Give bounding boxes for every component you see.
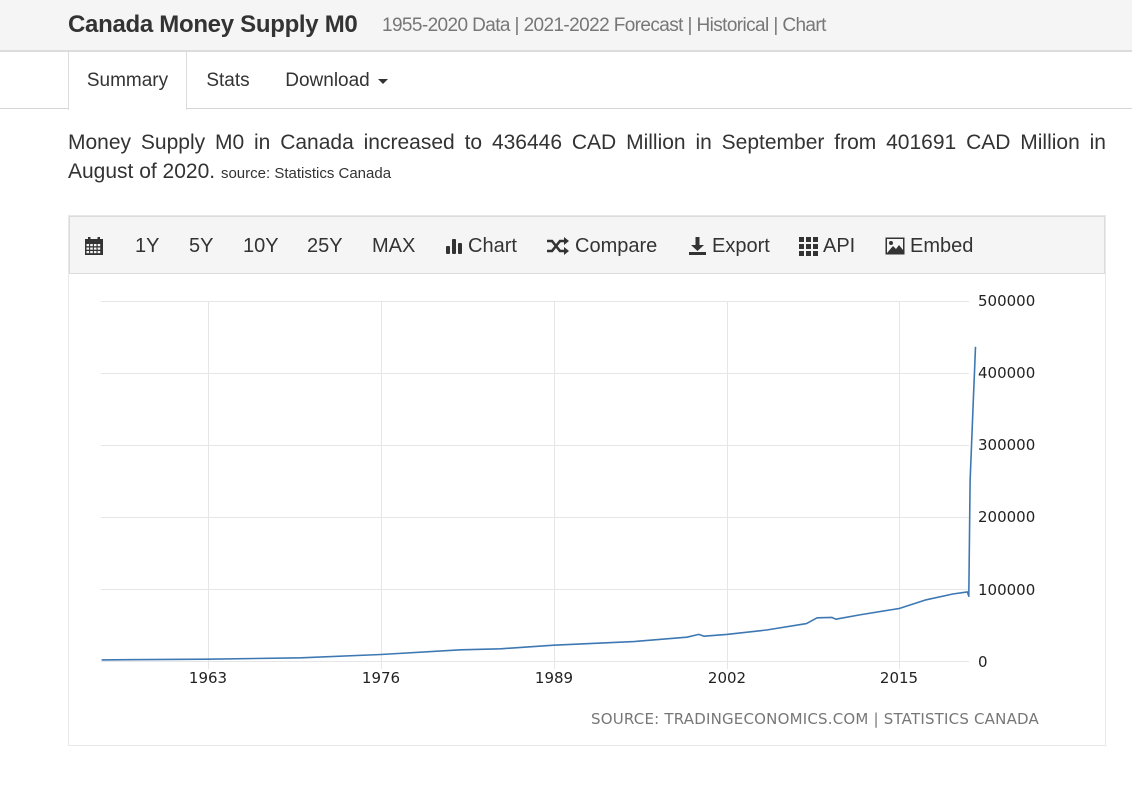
y-tick: 500000: [978, 292, 1035, 310]
tab-bar: Summary Stats Download: [0, 52, 1132, 110]
range-25y-button[interactable]: 25Y: [307, 234, 343, 257]
x-axis-labels: 1963 1976 1989 2002 2015: [189, 669, 918, 687]
chart-panel: 1Y 5Y 10Y 25Y MAX Chart Compare: [68, 215, 1106, 746]
compare-label: Compare: [575, 234, 658, 257]
y-tick: 300000: [978, 436, 1035, 454]
api-label: API: [823, 234, 856, 257]
api-button[interactable]: API: [799, 217, 855, 275]
x-tick: 1976: [362, 669, 400, 687]
compare-button[interactable]: Compare: [546, 217, 657, 275]
page-subtitle: 1955-2020 Data | 2021-2022 Forecast | Hi…: [382, 15, 826, 36]
chart-type-button[interactable]: Chart: [445, 217, 517, 275]
y-tick: 100000: [978, 581, 1035, 599]
summary-paragraph: Money Supply M0 in Canada increased to 4…: [68, 128, 1106, 188]
image-icon: [885, 237, 905, 255]
tab-summary-label: Summary: [86, 70, 169, 91]
range-10y-button[interactable]: 10Y: [243, 234, 279, 257]
x-tick: 1989: [535, 669, 573, 687]
bar-chart-icon: [446, 239, 462, 254]
embed-button[interactable]: Embed: [885, 217, 973, 275]
y-tick: 200000: [978, 508, 1035, 526]
export-button[interactable]: Export: [688, 217, 770, 275]
download-icon: [689, 237, 706, 255]
range-max-button[interactable]: MAX: [372, 234, 416, 257]
grid-icon: [799, 236, 818, 256]
y-tick: 0: [978, 653, 988, 671]
calendar-icon: [85, 237, 103, 255]
caret-down-icon: [377, 79, 388, 84]
chart-source-credit: SOURCE: TRADINGECONOMICS.COM | STATISTIC…: [591, 710, 1039, 728]
chart-type-label: Chart: [468, 234, 517, 257]
page-title: Canada Money Supply M0: [68, 11, 358, 38]
page-header: Canada Money Supply M0 1955-2020 Data | …: [0, 0, 1132, 52]
y-tick: 400000: [978, 364, 1035, 382]
export-label: Export: [712, 234, 770, 257]
range-5y-button[interactable]: 5Y: [189, 234, 214, 257]
tab-summary[interactable]: Summary: [68, 52, 187, 110]
x-tick: 2015: [880, 669, 918, 687]
tab-stats-label: Stats: [206, 69, 250, 91]
chart-toolbar: 1Y 5Y 10Y 25Y MAX Chart Compare: [69, 216, 1105, 274]
line-chart: 500000 400000 300000 200000 100000 0 196…: [101, 292, 1035, 687]
shuffle-icon: [547, 237, 569, 255]
y-gridlines: [101, 301, 969, 662]
series-line-money-supply-m0: [101, 346, 977, 661]
calendar-button[interactable]: [84, 217, 109, 275]
summary-source: source: Statistics Canada: [220, 165, 392, 182]
x-tick: 2002: [708, 669, 746, 687]
y-axis-labels: 500000 400000 300000 200000 100000 0: [978, 292, 1035, 671]
embed-label: Embed: [910, 234, 974, 257]
range-1y-button[interactable]: 1Y: [135, 234, 160, 257]
x-gridlines: [208, 301, 900, 669]
tab-download[interactable]: Download: [269, 52, 404, 109]
x-tick: 1963: [189, 669, 227, 687]
tab-download-label: Download: [285, 69, 370, 91]
tab-stats[interactable]: Stats: [187, 52, 269, 109]
summary-text: Money Supply M0 in Canada increased to 4…: [68, 131, 1106, 183]
